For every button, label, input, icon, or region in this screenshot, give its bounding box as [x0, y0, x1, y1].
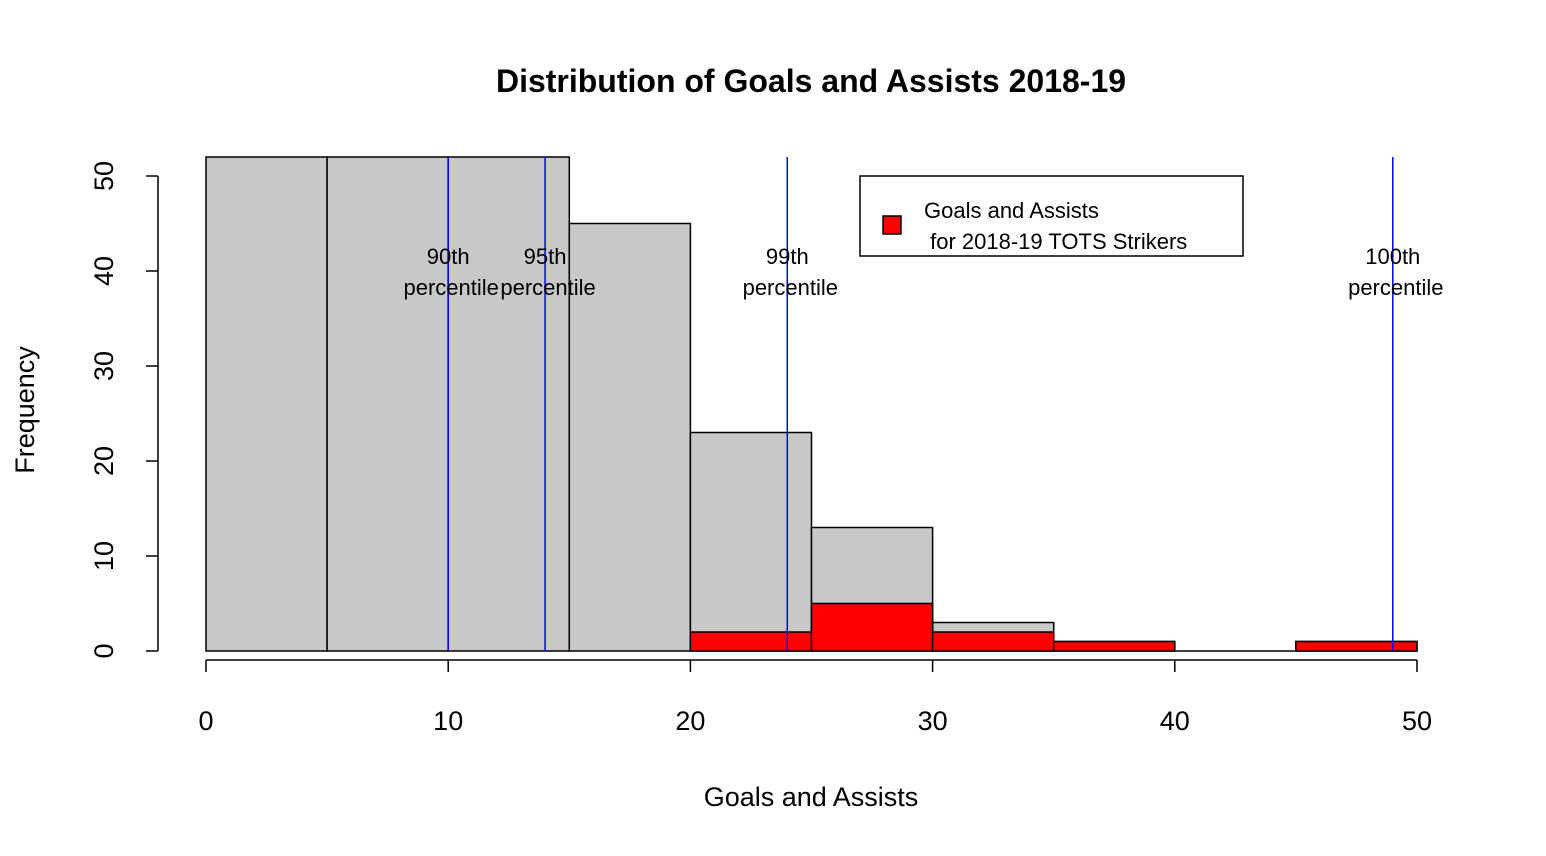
x-tick-label: 50: [1402, 706, 1432, 736]
percentile-label-number: 95th: [524, 244, 567, 269]
gray-bar: [568, 222, 692, 652]
y-tick-label: 20: [89, 446, 119, 476]
gray-bar: [689, 431, 813, 652]
chart-title: Distribution of Goals and Assists 2018-1…: [496, 63, 1126, 99]
legend-line-1: Goals and Assists: [924, 198, 1099, 223]
y-tick-label: 30: [89, 351, 119, 381]
red-bar: [1295, 640, 1418, 652]
y-tick-label: 0: [89, 643, 119, 658]
percentile-label-word: percentile: [404, 275, 499, 300]
percentile-lines-group: 90th percentile 95th percentile 99th percenti…: [404, 157, 1443, 651]
x-axis-label: Goals and Assists: [704, 782, 919, 812]
y-tick-label: 50: [89, 161, 119, 191]
x-tick-label: 10: [433, 706, 463, 736]
percentile-label-number: 90th: [427, 244, 470, 269]
red-bar: [689, 631, 813, 652]
percentile-label-word: percentile: [1348, 275, 1443, 300]
x-tick-label: 20: [675, 706, 705, 736]
y-axis-label: Frequency: [10, 346, 40, 474]
percentile-label-number: 100th: [1365, 244, 1420, 269]
red-bar: [810, 602, 934, 652]
red-bar: [1052, 640, 1176, 652]
legend-red-swatch: [882, 215, 902, 235]
legend-line-2: for 2018-19 TOTS Strikers: [924, 229, 1187, 254]
percentile-label-number: 99th: [766, 244, 809, 269]
x-axis: 0 10 20 30 40 50: [198, 659, 1432, 736]
legend-box: [859, 175, 1244, 257]
gray-bar: [205, 156, 328, 652]
gray-bar: [326, 156, 449, 652]
x-tick-label: 30: [918, 706, 948, 736]
y-tick-label: 40: [89, 256, 119, 286]
y-tick-label: 10: [89, 541, 119, 571]
percentile-label-word: percentile: [743, 275, 838, 300]
x-tick-label: 40: [1160, 706, 1190, 736]
gray-bar: [447, 156, 571, 652]
red-bar: [931, 631, 1055, 652]
red-bars-group: [689, 602, 1418, 652]
percentile-label-word: percentile: [500, 275, 595, 300]
y-axis: 0 10 20 30 40 50: [89, 161, 159, 659]
legend: Goals and Assists for 2018-19 TOTS Strik…: [859, 175, 1244, 257]
x-tick-label: 0: [198, 706, 213, 736]
